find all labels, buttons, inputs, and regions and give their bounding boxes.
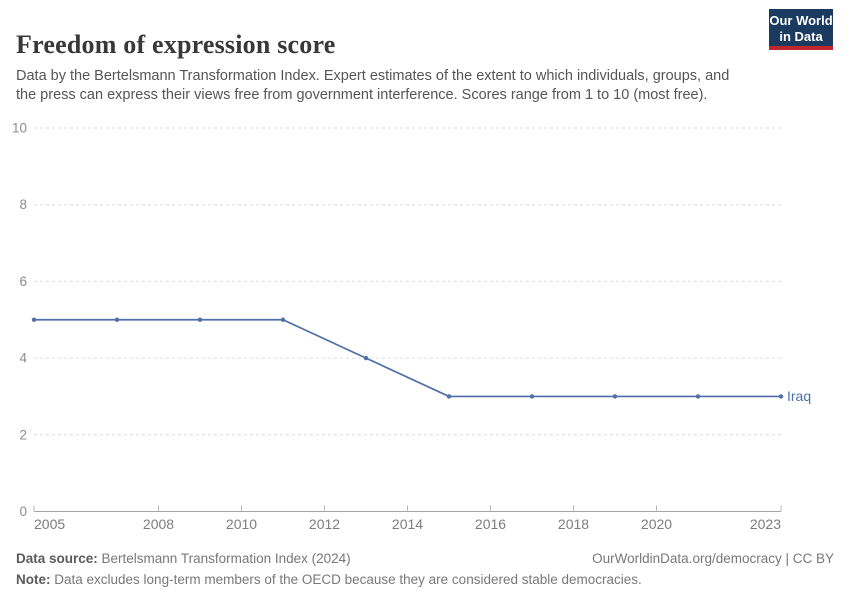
x-tick-label: 2005 [34,516,65,532]
y-tick-label: 0 [19,504,27,519]
owid-logo-line1: Our World [769,13,833,28]
credit-link[interactable]: OurWorldinData.org/democracy | CC BY [592,551,834,566]
data-point[interactable] [197,317,203,322]
x-tick-label: 2023 [750,516,781,532]
owid-logo-line2: in Data [779,29,823,44]
owid-logo[interactable]: Our World in Data [769,9,833,50]
data-point[interactable] [612,394,618,399]
data-point[interactable] [446,394,452,399]
y-tick-label: 4 [19,351,27,366]
note-value: Data excludes long-term members of the O… [50,572,642,587]
y-tick-label: 10 [12,121,27,136]
data-point[interactable] [695,394,701,399]
x-tick-label: 2010 [226,516,257,532]
y-tick-label: 8 [19,197,27,212]
y-tick-label: 6 [19,274,27,289]
page-title: Freedom of expression score [16,30,336,60]
x-tick-label: 2020 [641,516,672,532]
data-source-text: Data source: Bertelsmann Transformation … [16,548,351,569]
note-text: Note: Data excludes long-term members of… [16,569,642,590]
data-line[interactable] [34,318,781,398]
x-tick-label: 2012 [309,516,340,532]
x-tick-label: 2018 [558,516,589,532]
note-label: Note: [16,572,51,587]
data-point[interactable] [114,317,120,322]
chart-subtitle: Data by the Bertelsmann Transformation I… [16,67,730,103]
data-point[interactable] [778,394,784,399]
x-tick-label: 2008 [143,516,174,532]
data-source-value: Bertelsmann Transformation Index (2024) [97,551,351,566]
y-tick-label: 2 [19,427,27,442]
data-source-label: Data source: [16,551,98,566]
data-point[interactable] [363,355,369,361]
data-point[interactable] [31,317,37,322]
entity-label: Iraq [787,388,811,404]
x-tick-label: 2014 [392,516,423,532]
data-point[interactable] [280,317,286,322]
data-point[interactable] [529,394,535,399]
chart-footer: Data source: Bertelsmann Transformation … [16,548,834,590]
x-tick-label: 2016 [475,516,506,532]
